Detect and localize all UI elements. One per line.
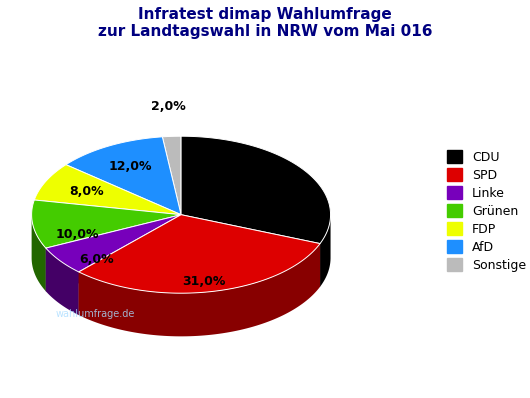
Polygon shape: [46, 215, 181, 291]
Polygon shape: [181, 136, 331, 244]
Text: 2,0%: 2,0%: [151, 100, 186, 113]
Polygon shape: [79, 215, 181, 315]
Polygon shape: [32, 215, 46, 291]
Text: 31,0%: 31,0%: [182, 275, 226, 288]
Polygon shape: [79, 244, 320, 336]
Polygon shape: [79, 215, 181, 315]
Polygon shape: [79, 215, 320, 293]
Text: 31,0%: 31,0%: [246, 178, 289, 190]
Polygon shape: [46, 215, 181, 291]
Text: 10,0%: 10,0%: [56, 228, 99, 241]
Polygon shape: [46, 215, 181, 272]
Text: Infratest dimap Wahlumfrage
zur Landtagswahl in NRW vom Mai 016: Infratest dimap Wahlumfrage zur Landtags…: [98, 7, 432, 39]
Polygon shape: [162, 136, 181, 215]
Polygon shape: [181, 215, 320, 287]
Polygon shape: [320, 215, 331, 287]
Polygon shape: [32, 200, 181, 248]
Text: wahlumfrage.de: wahlumfrage.de: [55, 309, 135, 319]
Text: 6,0%: 6,0%: [79, 254, 114, 266]
Legend: CDU, SPD, Linke, Grünen, FDP, AfD, Sonstige: CDU, SPD, Linke, Grünen, FDP, AfD, Sonst…: [447, 150, 526, 271]
Polygon shape: [66, 137, 181, 215]
Polygon shape: [34, 165, 181, 215]
Polygon shape: [46, 248, 79, 315]
Polygon shape: [181, 215, 320, 287]
Text: 12,0%: 12,0%: [109, 160, 153, 173]
Text: 8,0%: 8,0%: [69, 185, 104, 198]
